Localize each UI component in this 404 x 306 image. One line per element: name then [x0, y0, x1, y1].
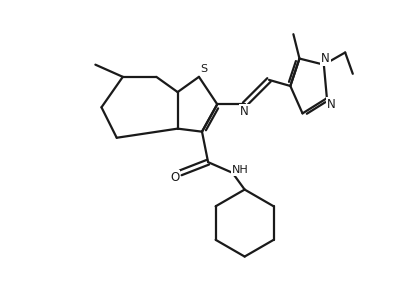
Text: N: N: [240, 105, 249, 118]
Text: S: S: [200, 64, 207, 74]
Text: N: N: [321, 52, 330, 65]
Text: O: O: [170, 171, 179, 184]
Text: N: N: [327, 98, 336, 111]
Text: NH: NH: [232, 165, 248, 175]
